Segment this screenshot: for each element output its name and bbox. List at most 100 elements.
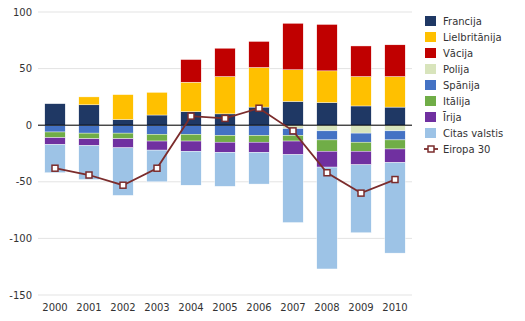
x-tick-label: 2005 — [212, 302, 237, 313]
line — [55, 108, 395, 193]
bar-segment — [147, 92, 167, 115]
line-marker — [52, 165, 58, 171]
bar-segment — [147, 92, 167, 93]
bar-segment — [351, 77, 371, 106]
line-marks — [52, 105, 398, 196]
bar-segment — [317, 125, 337, 131]
bar-segment — [79, 105, 99, 125]
grid-line — [38, 125, 412, 126]
legend-swatch — [425, 48, 436, 58]
bar-segment — [215, 152, 235, 186]
bar-segment — [79, 125, 99, 133]
bar-segment — [45, 103, 65, 104]
bar-segment — [317, 131, 337, 140]
bar-segment — [45, 132, 65, 138]
bar-segment — [215, 135, 235, 142]
bar-segment — [317, 140, 337, 151]
line-marker — [324, 170, 330, 176]
bar-segment — [351, 46, 371, 77]
bar-segment — [351, 165, 371, 233]
legend-label: Polija — [443, 64, 469, 75]
bar-segment — [351, 106, 371, 125]
bar-segment — [79, 139, 99, 146]
bar-segment — [283, 155, 303, 223]
bar-segment — [79, 133, 99, 139]
bar-segment — [351, 142, 371, 151]
legend-swatch — [425, 16, 436, 26]
legend-swatch — [425, 96, 436, 106]
bar-segment — [215, 48, 235, 49]
legend-swatch — [425, 112, 436, 122]
legend-label: Lielbritānija — [443, 32, 502, 43]
y-tick-label: 0 — [26, 120, 32, 131]
x-tick-label: 2000 — [42, 302, 67, 313]
legend-label: Itālija — [443, 96, 470, 107]
chart: -150-100-5005010020002001200220032004200… — [0, 0, 525, 321]
bar-segment — [45, 144, 65, 172]
bar-segment — [215, 125, 235, 135]
bar-segment — [113, 125, 133, 133]
legend: FrancijaLielbritānijaVācijaPolijaSpānija… — [424, 16, 503, 155]
bar-segment — [351, 151, 371, 165]
bar-segment — [113, 148, 133, 196]
bar-segment — [317, 71, 337, 103]
x-tick-label: 2002 — [110, 302, 135, 313]
legend-label: Īrija — [443, 111, 462, 123]
bar-segment — [79, 96, 99, 97]
bar-segment — [181, 60, 201, 83]
bar-segment — [79, 96, 99, 97]
line-marker — [256, 105, 262, 111]
bar-segment — [113, 94, 133, 95]
bar-segment — [113, 139, 133, 148]
bar-segment — [147, 125, 167, 134]
legend-swatch — [428, 146, 434, 152]
bar-segment — [385, 140, 405, 149]
bar-segment — [113, 95, 133, 120]
plot-marks — [45, 23, 405, 269]
y-tick-label: 50 — [19, 63, 32, 74]
bar-segment — [249, 125, 269, 135]
legend-label: Vācija — [443, 48, 473, 59]
bar-segment — [351, 125, 371, 133]
legend-swatch — [425, 32, 436, 42]
legend-swatch — [425, 128, 436, 138]
y-tick-label: -50 — [16, 176, 32, 187]
grid — [38, 12, 412, 295]
x-tick-label: 2008 — [314, 302, 339, 313]
bar-segment — [317, 167, 337, 269]
bar-segment — [45, 103, 65, 104]
bar-segment — [215, 142, 235, 152]
bar-segment — [181, 141, 201, 151]
zero-line — [38, 125, 412, 126]
bar-segment — [147, 150, 167, 182]
bar-segment — [181, 59, 201, 60]
bar-segment — [181, 112, 201, 126]
grid-line — [38, 12, 412, 13]
bar-segment — [113, 133, 133, 139]
legend-swatch — [425, 80, 436, 90]
bar-segment — [249, 41, 269, 67]
legend-swatch — [425, 64, 436, 74]
bar-segment — [181, 134, 201, 141]
legend-label: Francija — [443, 16, 482, 27]
x-tick-label: 2006 — [246, 302, 271, 313]
x-tick-label: 2010 — [382, 302, 407, 313]
bar-segment — [385, 77, 405, 108]
bar-segment — [147, 115, 167, 125]
bar-segment — [249, 41, 269, 42]
bar-segment — [385, 163, 405, 254]
y-tick-label: -150 — [9, 290, 32, 301]
bar-segment — [283, 70, 303, 102]
bar-segment — [249, 67, 269, 107]
bar-segment — [385, 131, 405, 140]
line-marker — [358, 190, 364, 196]
line-marker — [154, 165, 160, 171]
line-marker — [86, 172, 92, 178]
x-tick-label: 2009 — [348, 302, 373, 313]
bar-segment — [147, 92, 167, 93]
x-tick-label: 2004 — [178, 302, 203, 313]
bar-segment — [385, 45, 405, 77]
bar-segment — [317, 103, 337, 126]
bar-segment — [147, 141, 167, 150]
x-tick-label: 2003 — [144, 302, 169, 313]
